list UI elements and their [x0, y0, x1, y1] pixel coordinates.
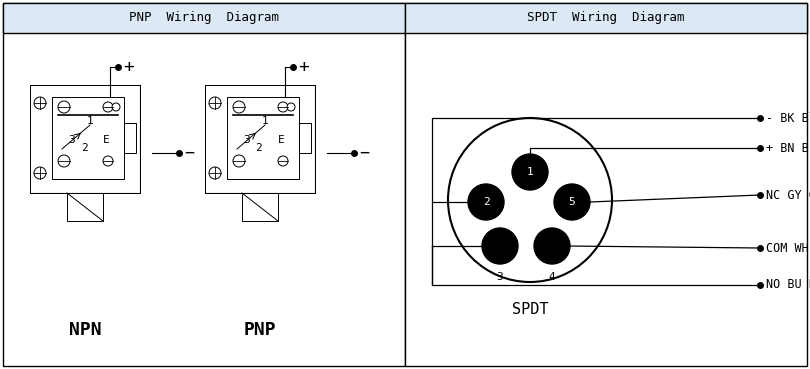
Circle shape [103, 102, 113, 112]
Circle shape [534, 228, 570, 264]
Bar [30, 85, 140, 193]
Bar [3, 3, 405, 366]
Text: SPDT: SPDT [512, 303, 548, 317]
Circle shape [58, 101, 70, 113]
Text: PNP: PNP [244, 321, 276, 339]
Text: NPN: NPN [69, 321, 101, 339]
Text: 4: 4 [548, 272, 556, 282]
Text: −: − [184, 144, 194, 162]
Bar [3, 3, 405, 33]
Circle shape [554, 184, 590, 220]
Text: 1: 1 [87, 116, 93, 126]
Text: 1: 1 [526, 167, 533, 177]
Bar [67, 193, 103, 221]
Bar [52, 97, 124, 179]
Bar [205, 85, 315, 193]
Circle shape [448, 118, 612, 282]
Text: E: E [278, 135, 284, 145]
Circle shape [233, 101, 245, 113]
Text: 5: 5 [569, 197, 575, 207]
Circle shape [112, 103, 120, 111]
Circle shape [34, 167, 46, 179]
Text: PNP  Wiring  Diagram: PNP Wiring Diagram [129, 11, 279, 24]
Bar [205, 85, 315, 193]
Text: 1: 1 [262, 116, 268, 126]
Text: 2: 2 [483, 197, 489, 207]
Text: 3: 3 [69, 135, 75, 145]
Text: 3: 3 [497, 272, 503, 282]
Bar [30, 85, 140, 193]
Text: - BK Black: - BK Black [766, 111, 810, 124]
Bar [242, 193, 278, 221]
Text: + BN Brown: + BN Brown [766, 141, 810, 155]
Bar [227, 97, 299, 179]
Circle shape [233, 155, 245, 167]
Circle shape [209, 167, 221, 179]
Text: +: + [123, 58, 134, 76]
Bar [299, 123, 311, 153]
Text: +: + [298, 58, 309, 76]
Text: E: E [103, 135, 109, 145]
Circle shape [278, 156, 288, 166]
Circle shape [34, 97, 46, 109]
Circle shape [512, 154, 548, 190]
Text: NO BU Blue: NO BU Blue [766, 279, 810, 292]
Text: −: − [359, 144, 369, 162]
Circle shape [103, 156, 113, 166]
Text: SPDT  Wiring  Diagram: SPDT Wiring Diagram [527, 11, 684, 24]
Circle shape [287, 103, 295, 111]
Circle shape [482, 228, 518, 264]
Circle shape [58, 155, 70, 167]
Circle shape [468, 184, 504, 220]
Circle shape [209, 97, 221, 109]
Circle shape [278, 102, 288, 112]
Bar [124, 123, 136, 153]
Text: 2: 2 [256, 143, 262, 153]
Bar [405, 3, 807, 366]
Text: COM WH White: COM WH White [766, 241, 810, 255]
Text: NC GY Gray: NC GY Gray [766, 189, 810, 201]
Bar [206, 86, 314, 192]
Text: 3: 3 [244, 135, 250, 145]
Bar [405, 3, 807, 33]
Bar [31, 86, 139, 192]
Text: 2: 2 [81, 143, 87, 153]
